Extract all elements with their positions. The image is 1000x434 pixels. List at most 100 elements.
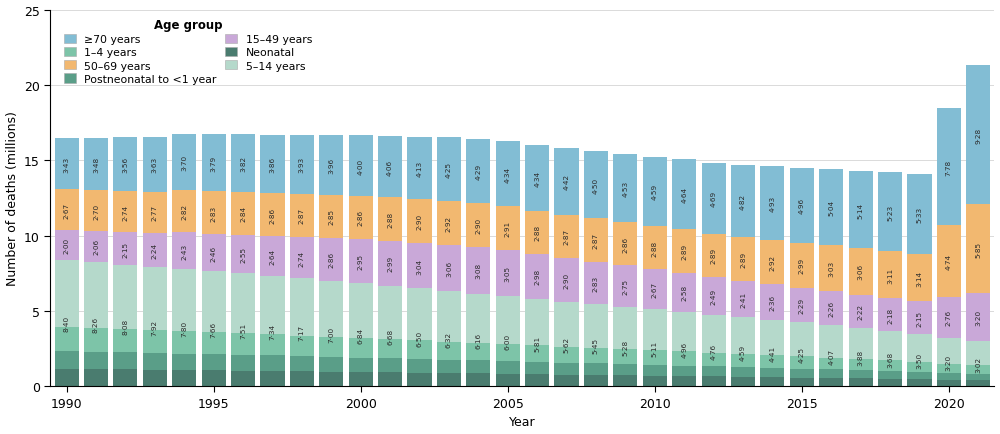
Text: 4·76: 4·76 [711,343,717,359]
Bar [319,372,343,387]
Bar [466,361,490,374]
Bar [172,354,196,370]
Text: 4·42: 4·42 [564,174,570,190]
Bar [760,368,784,377]
Bar [143,138,167,192]
Bar [790,169,814,243]
Bar [790,368,814,378]
Bar [260,237,285,276]
Text: 2·82: 2·82 [181,204,187,220]
Bar [643,226,667,270]
Text: 4·25: 4·25 [799,347,805,363]
Text: 2·29: 2·29 [799,297,805,313]
Bar [143,331,167,353]
Bar [702,315,726,353]
Bar [790,322,814,357]
Text: 5·45: 5·45 [593,338,599,354]
Bar [437,246,461,292]
Bar [231,355,255,371]
Text: 4·13: 4·13 [416,160,422,177]
Bar [966,293,990,341]
Text: 5·81: 5·81 [534,335,540,351]
Text: 4·07: 4·07 [828,348,834,364]
Bar [378,339,402,358]
Text: 2·90: 2·90 [564,272,570,288]
Text: 4·25: 4·25 [446,161,452,178]
Bar [496,250,520,296]
Bar [113,329,137,352]
Text: 3·68: 3·68 [887,351,893,367]
Bar [202,234,226,271]
Bar [790,378,814,387]
Bar [937,339,961,364]
Bar [731,318,755,354]
Bar [966,365,990,374]
Bar [349,239,373,284]
Text: 4·06: 4·06 [387,159,393,175]
Bar [819,326,843,358]
Bar [349,358,373,372]
Text: 3·05: 3·05 [505,265,511,281]
Text: 6·68: 6·68 [387,328,393,345]
Bar [760,320,784,355]
Text: 3·70: 3·70 [181,155,187,171]
Text: 2·83: 2·83 [593,275,599,291]
Bar [731,281,755,318]
Bar [55,351,79,369]
Text: 5·04: 5·04 [828,200,834,216]
Text: 3·79: 3·79 [211,155,217,171]
Bar [584,262,608,305]
Bar [349,136,373,196]
Text: 4·96: 4·96 [799,198,805,214]
Bar [172,370,196,387]
Text: 2·90: 2·90 [475,218,481,234]
Text: 6·32: 6·32 [446,331,452,347]
Text: 2·36: 2·36 [769,294,775,311]
Text: 2·74: 2·74 [299,250,305,266]
Bar [819,358,843,369]
Text: 2·86: 2·86 [358,210,364,226]
Bar [819,291,843,326]
Bar [378,198,402,241]
Text: 2·95: 2·95 [358,253,364,270]
Text: 2·88: 2·88 [387,211,393,227]
Bar [55,327,79,351]
Text: 5·33: 5·33 [916,206,922,222]
Bar [84,328,108,352]
Text: 2·70: 2·70 [93,203,99,219]
Bar [84,138,108,191]
Bar [84,231,108,262]
Bar [437,138,461,201]
Bar [966,205,990,293]
Text: 2·88: 2·88 [534,225,540,241]
Bar [613,375,637,387]
Text: 6·16: 6·16 [475,332,481,349]
Bar [643,351,667,365]
Bar [819,246,843,291]
Bar [554,149,579,215]
Bar [260,276,285,335]
Text: 8·08: 8·08 [122,318,128,334]
Bar [84,369,108,387]
Bar [260,356,285,371]
Text: 2·06: 2·06 [93,239,99,255]
Bar [466,247,490,294]
Bar [966,380,990,387]
Bar [113,265,137,329]
Bar [172,135,196,190]
Text: 6·50: 6·50 [416,330,422,346]
Text: 6·84: 6·84 [358,327,364,343]
Bar [937,380,961,387]
Bar [584,305,608,348]
Text: 3·03: 3·03 [828,260,834,276]
Text: 2·67: 2·67 [652,282,658,298]
Text: 3·20: 3·20 [975,309,981,325]
Bar [290,135,314,194]
Bar [525,345,549,362]
Bar [643,157,667,226]
Bar [319,281,343,337]
Bar [554,363,579,375]
Bar [260,194,285,237]
Bar [172,269,196,332]
Legend: ≥70 years, 1–4 years, 50–69 years, Postneonatal to <1 year, 15–49 years, Neonata: ≥70 years, 1–4 years, 50–69 years, Postn… [61,16,316,88]
